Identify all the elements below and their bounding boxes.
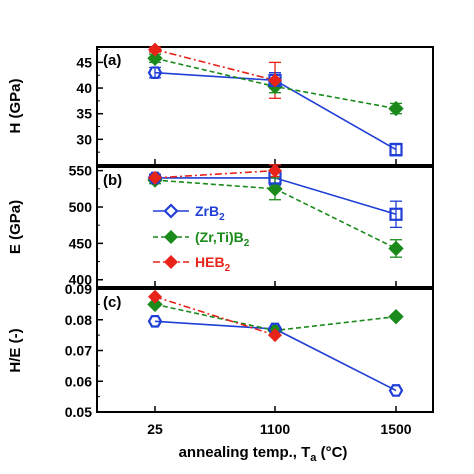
legend-marker-zrtib2	[164, 230, 178, 244]
legend-label-main: ZrB	[195, 203, 219, 219]
zrtib2-point-2-2	[388, 308, 404, 325]
panels: 30 35 40 45 H (GPa) (a) 400 450 500 550 E (GPa) (b)…	[7, 42, 434, 437]
zrtib2-point-2-0	[147, 296, 163, 313]
zrtib2-point-2-0-bar	[149, 301, 161, 307]
legend-item-zrtib2: (Zr,Ti)B2	[153, 229, 250, 249]
zrb2-point-2-0	[147, 314, 163, 328]
zrtib2-point-0-2	[388, 100, 404, 117]
heb2-point-1-0	[148, 170, 162, 185]
y-tick-label-a-0: 30	[76, 131, 92, 147]
y-tick-label-b-2: 500	[69, 199, 93, 215]
zrtib2-point-0-2-bar	[390, 106, 402, 112]
legend-label-main: (Zr,Ti)B	[195, 229, 244, 245]
zrb2-errorbar-a-2	[390, 142, 402, 157]
zrtib2-point-0-0	[147, 50, 163, 66]
zrb2-point-2-2	[388, 384, 404, 397]
zrtib2-point-2-2-bar	[390, 314, 402, 320]
y-tick-label-c-0: 0.05	[65, 404, 92, 420]
legend-label-zrtib2: (Zr,Ti)B2	[195, 229, 250, 249]
panel-c: 0.05 0.06 0.07 0.08 0.09 H/E (-) (c) 25 1100 1500	[7, 281, 434, 437]
y-tick-label-a-2: 40	[76, 80, 92, 96]
zrb2-point-0-2	[389, 143, 403, 157]
y-tick-label-b-1: 450	[69, 235, 93, 251]
y-tick-label-b-3: 550	[69, 163, 93, 179]
heb2-line-a	[154, 48, 276, 82]
legend-label-zrb2: ZrB2	[195, 203, 225, 223]
y-axis-label-a: H (GPa)	[7, 78, 24, 133]
legend-label-heb2: HEB2	[195, 254, 231, 274]
legend-label-main: HEB	[195, 254, 225, 270]
panel-frame-b	[96, 166, 434, 288]
y-tick-label-c-2: 0.07	[65, 343, 92, 359]
legend-item-zrb2: ZrB2	[153, 203, 225, 223]
zrb2-point-0-0	[147, 66, 163, 79]
x-tick-label-2: 1500	[380, 421, 411, 437]
y-axis-label-b: E (GPa)	[7, 200, 24, 254]
heb2-point-1-1	[268, 163, 282, 178]
panel-label-a: (a)	[103, 52, 121, 69]
zrb2-errorbar-b-2	[390, 200, 402, 229]
legend-label-subscript: 2	[219, 212, 225, 223]
panel-a: 30 35 40 45 H (GPa) (a)	[7, 42, 434, 166]
legend-marker-heb2	[164, 255, 178, 269]
zrtib2-point-0-0-bar	[149, 55, 161, 61]
x-axis-label: annealing temp., Ta (°C)	[179, 444, 348, 464]
zrb2-point-1-2	[389, 207, 403, 221]
x-tick-label-0: 25	[147, 421, 163, 437]
y-tick-label-c-1: 0.06	[65, 373, 92, 389]
heb2-point-0-0	[148, 42, 162, 57]
zrtib2-point-1-2	[388, 240, 404, 257]
legend-label-subscript: 2	[225, 263, 231, 274]
y-tick-label-b-0: 400	[69, 272, 93, 288]
heb2-line-c	[154, 295, 276, 336]
panel-b: 400 450 500 550 E (GPa) (b)	[7, 163, 434, 288]
y-tick-label-a-1: 35	[76, 106, 92, 122]
heb2-point-2-0	[148, 289, 162, 304]
panel-frame-c	[96, 288, 434, 413]
y-tick-label-a-3: 45	[76, 54, 92, 70]
y-tick-label-c-4: 0.09	[65, 281, 92, 297]
panel-frame-a	[96, 46, 434, 166]
x-axis-label-main: annealing temp., T	[179, 444, 311, 461]
heb2-line-b	[154, 169, 276, 179]
panel-label-b: (b)	[103, 172, 122, 189]
panel-label-c: (c)	[103, 294, 121, 311]
x-axis-label-unit: (°C)	[316, 444, 347, 461]
x-tick-label-1: 1100	[260, 421, 291, 437]
legend-label-subscript: 2	[244, 238, 250, 249]
y-axis-label-c: H/E (-)	[7, 328, 24, 372]
legend-marker-zrb2	[163, 203, 179, 219]
zrtib2-point-1-2-bar	[390, 245, 402, 251]
x-axis-label-subscript: a	[310, 452, 317, 464]
legend-item-heb2: HEB2	[153, 254, 231, 274]
heb2-point-0-1	[268, 73, 282, 88]
zrtib2-point-1-1-bar	[269, 186, 281, 192]
zrtib2-point-1-1	[267, 181, 283, 197]
y-tick-label-c-3: 0.08	[65, 312, 92, 328]
heb2-point-2-1	[268, 328, 282, 343]
